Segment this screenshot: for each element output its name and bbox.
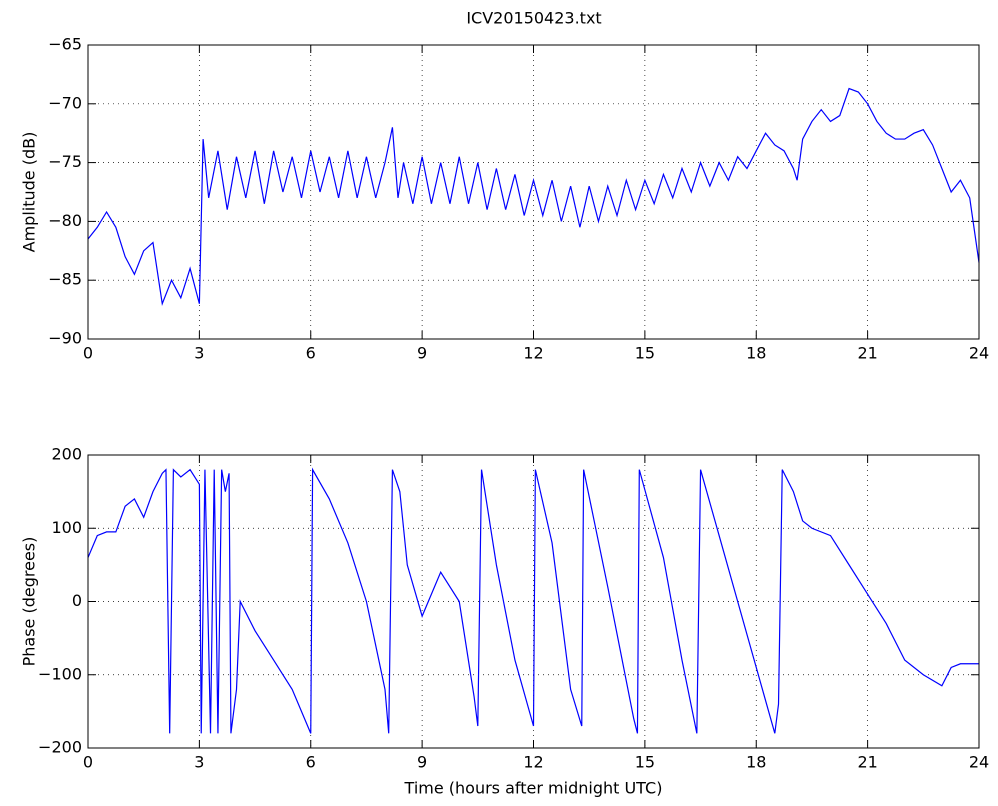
y-tick-label: 200 xyxy=(51,445,82,464)
x-tick-label: 15 xyxy=(635,344,655,363)
x-tick-label: 6 xyxy=(306,344,316,363)
data-line xyxy=(87,87,980,307)
y-tick-label: −80 xyxy=(48,211,82,230)
x-tick-label: 3 xyxy=(194,344,204,363)
x-tick-label: 0 xyxy=(83,344,93,363)
x-tick-label: 12 xyxy=(523,344,543,363)
y-axis-label: Amplitude (dB) xyxy=(20,132,39,253)
x-tick-label: 9 xyxy=(417,753,427,772)
x-tick-label: 18 xyxy=(746,344,766,363)
chart-title: ICV20150423.txt xyxy=(466,9,601,28)
y-tick-label: −90 xyxy=(48,329,82,348)
axes-box xyxy=(87,44,980,340)
x-tick-label: 3 xyxy=(194,753,204,772)
x-tick-label: 12 xyxy=(523,753,543,772)
x-tick-label: 9 xyxy=(417,344,427,363)
data-line xyxy=(87,467,979,734)
x-tick-label: 21 xyxy=(857,753,877,772)
x-tick-label: 6 xyxy=(306,753,316,772)
y-tick-label: 100 xyxy=(51,518,82,537)
y-tick-label: −75 xyxy=(48,152,82,171)
plot-area xyxy=(88,45,979,339)
x-tick-label: 24 xyxy=(969,753,989,772)
x-tick-label: 21 xyxy=(857,344,877,363)
y-tick-label: −200 xyxy=(38,738,82,757)
x-tick-label: 15 xyxy=(635,753,655,772)
y-tick-label: −100 xyxy=(38,664,82,683)
x-axis-label: Time (hours after midnight UTC) xyxy=(404,779,663,798)
x-tick-label: 18 xyxy=(746,753,766,772)
x-tick-label: 0 xyxy=(83,753,93,772)
y-tick-label: −70 xyxy=(48,93,82,112)
y-tick-label: −85 xyxy=(48,270,82,289)
axes-box xyxy=(87,454,980,749)
y-axis-label: Phase (degrees) xyxy=(20,537,39,667)
y-tick-label: 0 xyxy=(72,591,82,610)
y-tick-label: −65 xyxy=(48,35,82,54)
x-tick-label: 24 xyxy=(969,344,989,363)
